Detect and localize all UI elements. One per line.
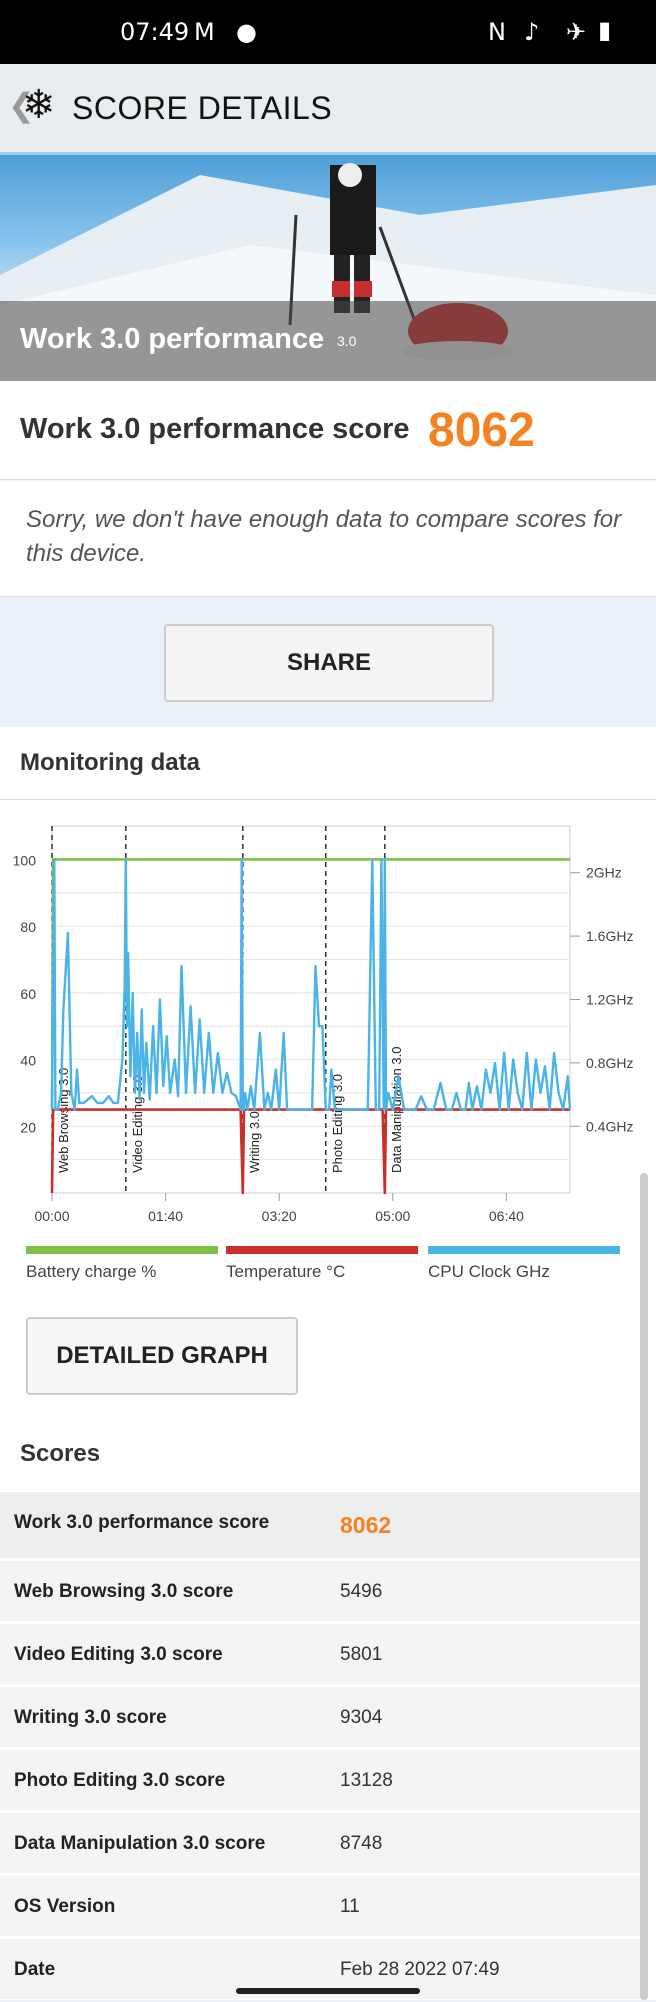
chart-y2-tick-label: 2GHz — [586, 865, 622, 881]
score-card: Work 3.0 performance score 8062 — [0, 381, 656, 480]
legend-battery: Battery charge % — [26, 1246, 218, 1282]
scores-table: Work 3.0 performance score 8062 Web Brow… — [0, 1492, 640, 2002]
score-row-label: Date — [14, 1959, 56, 1980]
hero-title-band — [0, 301, 656, 381]
table-row: Web Browsing 3.0 score 5496 — [0, 1561, 640, 1621]
home-indicator[interactable] — [236, 1988, 420, 1994]
score-row-value: 8748 — [340, 1833, 383, 1854]
score-row-label: Web Browsing 3.0 score — [14, 1581, 234, 1602]
score-row-label: Data Manipulation 3.0 score — [14, 1833, 266, 1854]
score-row-value: 13128 — [340, 1770, 393, 1791]
monitoring-chart: 100 80 60 40 20 2GHz 1.6GHz 1.2GHz 0.8GHz 0.4GHz 0… — [13, 825, 633, 1224]
nfc-icon: N — [488, 18, 506, 46]
chart-y-tick-label: 60 — [20, 986, 36, 1002]
score-row-value: 8062 — [340, 1512, 392, 1538]
chart-series-cpu — [50, 858, 572, 1111]
chart-y2-tick-label: 0.8GHz — [586, 1055, 633, 1071]
table-row: Writing 3.0 score 9304 — [0, 1687, 640, 1747]
scores-title: Scores — [20, 1440, 101, 1467]
legend-temperature: Temperature °C — [226, 1246, 418, 1282]
hero-banner: Work 3.0 performance 3.0 — [0, 155, 656, 381]
legend-temperature-swatch — [226, 1246, 418, 1254]
score-label: Work 3.0 performance score — [20, 413, 410, 445]
airplane-mode-icon: ✈ — [566, 18, 587, 46]
chart-x-tick-label: 06:40 — [489, 1208, 524, 1224]
legend-battery-swatch — [26, 1246, 218, 1254]
score-row-label: Photo Editing 3.0 score — [14, 1770, 226, 1791]
battery-icon: ▮ — [598, 16, 612, 44]
score-row-value: 5496 — [340, 1581, 383, 1602]
score-row-label: Work 3.0 performance score — [14, 1512, 270, 1533]
chart-section-label: Web Browsing 3.0 — [56, 1068, 71, 1173]
page-title: SCORE DETAILS — [72, 90, 333, 126]
legend-cpu: CPU Clock GHz — [428, 1246, 620, 1282]
chart-y-tick-label: 20 — [20, 1119, 36, 1135]
chart-plot-area — [51, 825, 571, 1194]
chart-section-label: Writing 3.0 — [247, 1111, 262, 1173]
back-arrow-icon[interactable]: ❮ — [8, 86, 35, 124]
table-row: Photo Editing 3.0 score 13128 — [0, 1750, 640, 1810]
share-button[interactable]: SHARE — [164, 624, 494, 702]
score-row-value: 5801 — [340, 1644, 383, 1665]
legend-cpu-swatch — [428, 1246, 620, 1254]
chart-x-tick-label: 00:00 — [34, 1208, 69, 1224]
chart-y2-tick-label: 0.4GHz — [586, 1118, 633, 1134]
legend-cpu-label: CPU Clock GHz — [428, 1262, 550, 1281]
chart-section-label: Video Editing 3.0 — [130, 1075, 145, 1173]
score-row-value: 9304 — [340, 1707, 383, 1728]
table-row: Data Manipulation 3.0 score 8748 — [0, 1813, 640, 1873]
mute-vibrate-icon: ♪ — [524, 18, 540, 46]
snowflake-logo-icon: ❄ — [22, 82, 56, 128]
gmail-icon: M — [194, 18, 215, 46]
chart-x-tick-label: 01:40 — [148, 1208, 183, 1224]
scrollbar[interactable] — [640, 1173, 648, 2000]
chart-y-tick-label: 40 — [20, 1053, 36, 1069]
chart-y-tick-label: 100 — [13, 852, 37, 868]
table-row: Video Editing 3.0 score 5801 — [0, 1624, 640, 1684]
chart-y-tick-label: 80 — [20, 919, 36, 935]
legend-battery-label: Battery charge % — [26, 1262, 157, 1281]
hero-title: Work 3.0 performance — [20, 323, 325, 355]
score-row-label: Video Editing 3.0 score — [14, 1644, 223, 1665]
chart-y2-tick-label: 1.6GHz — [586, 928, 633, 944]
score-row-label: Writing 3.0 score — [14, 1707, 167, 1728]
table-row: Work 3.0 performance score 8062 — [0, 1492, 640, 1558]
comparison-notice: Sorry, we don't have enough data to comp… — [0, 481, 656, 597]
score-row-value: Feb 28 2022 07:49 — [340, 1959, 500, 1980]
status-bar: 07:49 M ● N ♪ ✈ ▮ — [0, 0, 656, 64]
score-row-value: 11 — [340, 1896, 360, 1917]
legend-temperature-label: Temperature °C — [226, 1262, 346, 1281]
monitoring-header: Monitoring data — [0, 727, 656, 800]
person-icon: ● — [236, 18, 257, 46]
hero-version: 3.0 — [337, 333, 357, 349]
monitoring-title: Monitoring data — [20, 749, 200, 776]
score-value: 8062 — [428, 404, 535, 457]
comparison-notice-text: Sorry, we don't have enough data to comp… — [26, 506, 622, 567]
score-row-label: OS Version — [14, 1896, 116, 1917]
status-time: 07:49 — [120, 18, 190, 46]
chart-y2-tick-label: 1.2GHz — [586, 991, 633, 1007]
app-bar: ❮ ❄ SCORE DETAILS — [0, 64, 656, 155]
detailed-graph-button[interactable]: DETAILED GRAPH — [26, 1317, 298, 1395]
table-row: OS Version 11 — [0, 1876, 640, 1936]
chart-x-tick-label: 03:20 — [262, 1208, 297, 1224]
chart-x-tick-label: 05:00 — [375, 1208, 410, 1224]
